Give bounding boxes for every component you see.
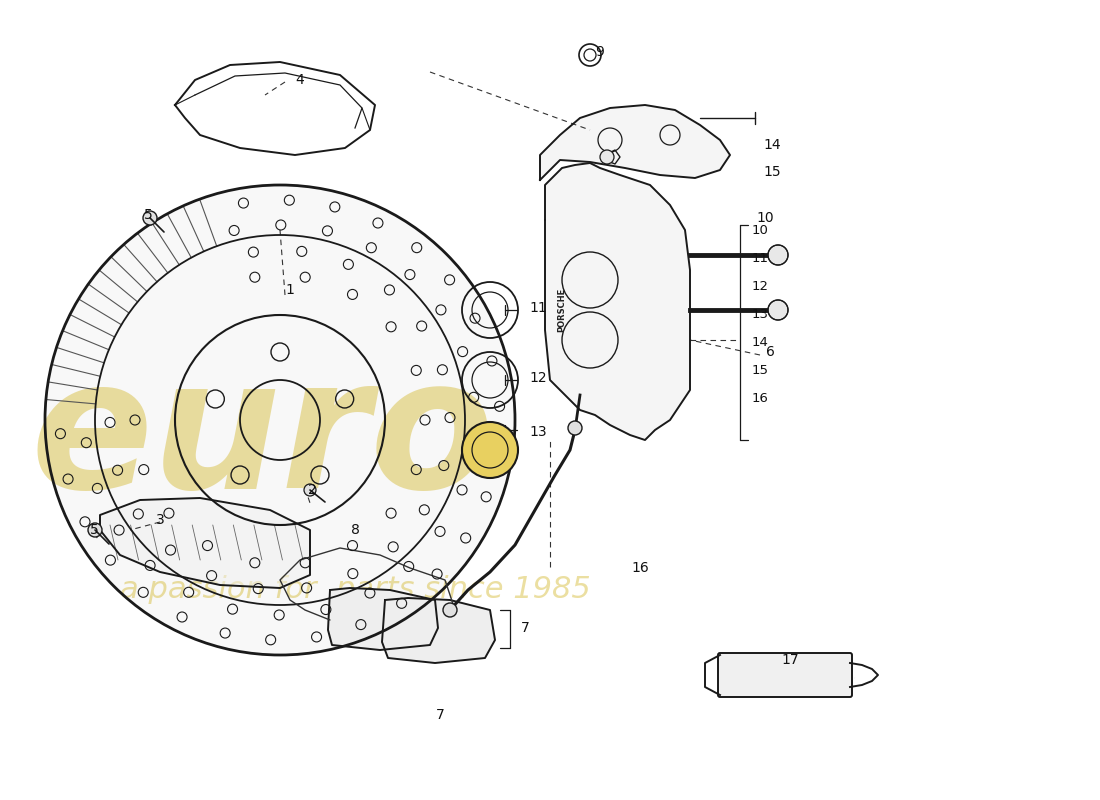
Text: 10: 10 (756, 211, 773, 225)
Text: 8: 8 (351, 523, 360, 537)
Text: 16: 16 (631, 561, 649, 575)
Circle shape (45, 185, 515, 655)
Text: 16: 16 (751, 391, 769, 405)
Text: 11: 11 (751, 251, 769, 265)
Text: 14: 14 (751, 335, 769, 349)
Text: 13: 13 (751, 307, 769, 321)
Circle shape (443, 603, 456, 617)
Text: 7: 7 (436, 708, 444, 722)
Circle shape (768, 245, 788, 265)
Text: 15: 15 (751, 363, 769, 377)
Text: 12: 12 (751, 279, 769, 293)
Text: 14: 14 (763, 138, 781, 152)
Text: 4: 4 (296, 73, 305, 87)
Text: 5: 5 (89, 523, 98, 537)
FancyBboxPatch shape (718, 653, 852, 697)
Text: 12: 12 (529, 371, 547, 385)
Text: PORSCHE: PORSCHE (558, 288, 566, 332)
Polygon shape (328, 588, 438, 650)
Text: 2: 2 (308, 483, 317, 497)
Polygon shape (100, 498, 310, 588)
Text: 13: 13 (529, 425, 547, 439)
Text: 9: 9 (595, 45, 604, 59)
Text: 1: 1 (286, 283, 295, 297)
Circle shape (568, 421, 582, 435)
Polygon shape (382, 598, 495, 663)
Circle shape (600, 150, 614, 164)
Circle shape (462, 422, 518, 478)
Text: 5: 5 (144, 208, 153, 222)
Circle shape (88, 523, 102, 537)
Polygon shape (540, 105, 730, 180)
Circle shape (304, 484, 316, 496)
Text: 3: 3 (155, 513, 164, 527)
Text: a passion for  parts since 1985: a passion for parts since 1985 (120, 575, 591, 605)
Text: 6: 6 (766, 345, 774, 359)
Text: 15: 15 (763, 165, 781, 179)
Polygon shape (544, 163, 690, 440)
Text: 7: 7 (520, 621, 529, 635)
Text: euro: euro (30, 350, 494, 526)
Text: 17: 17 (781, 653, 799, 667)
Circle shape (143, 211, 157, 225)
Text: 11: 11 (529, 301, 547, 315)
Circle shape (768, 300, 788, 320)
Text: 10: 10 (751, 223, 769, 237)
